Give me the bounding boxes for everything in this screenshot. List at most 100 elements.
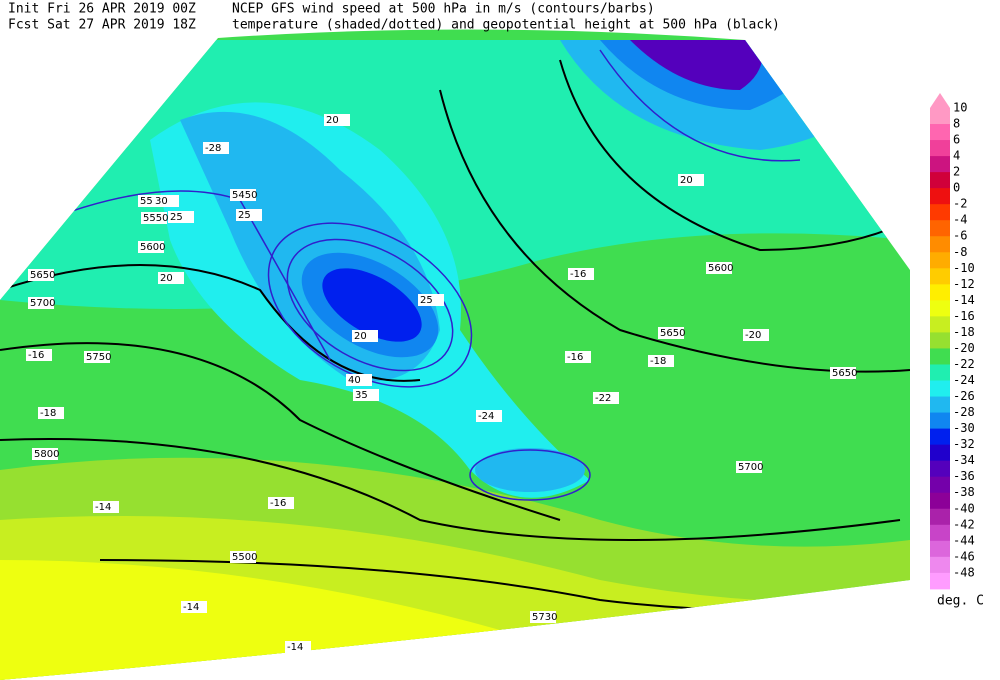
colorbar-label: -2 (953, 197, 967, 211)
map-label-bg (158, 272, 184, 284)
colorbar-swatch (930, 220, 950, 237)
colorbar-label: -26 (953, 389, 975, 403)
map-label: 25 (238, 210, 251, 221)
colorbar-swatch (930, 108, 950, 125)
map-label-bg (153, 195, 179, 207)
colorbar-label: 8 (953, 117, 960, 131)
colorbar-label: -8 (953, 245, 967, 259)
colorbar-swatch (930, 332, 950, 349)
map-label: -16 (270, 498, 286, 509)
map-label-bg (346, 374, 372, 386)
map-label: -18 (650, 356, 666, 367)
map-label: -16 (28, 350, 44, 361)
title: NCEP GFS wind speed at 500 hPa in m/s (c… (232, 2, 655, 17)
colorbar-swatch (930, 396, 950, 414)
map-label-bg (658, 327, 684, 339)
colorbar-label: 2 (953, 165, 960, 179)
map-label: -14 (95, 502, 111, 513)
colorbar-label: -12 (953, 277, 975, 291)
map-label: 5650 (832, 368, 857, 379)
colorbar-label: -14 (953, 293, 975, 307)
colorbar-swatch (930, 172, 950, 189)
map-label-bg (141, 212, 167, 224)
map-label: 30 (155, 196, 168, 207)
colorbar-label: -38 (953, 485, 975, 499)
map-label-bg (138, 241, 164, 253)
map-label: 20 (680, 175, 693, 186)
map-label-bg (32, 448, 58, 460)
colorbar-swatch (930, 156, 950, 173)
colorbar-swatch (930, 412, 950, 430)
map-label-bg (736, 461, 762, 473)
map-label: -14 (287, 642, 303, 653)
colorbar-swatch (930, 204, 950, 221)
colorbar-label: -42 (953, 517, 975, 531)
map-label: 35 (355, 390, 368, 401)
map-label: 20 (160, 273, 173, 284)
colorbar-label: -16 (953, 309, 975, 323)
colorbar-label: 10 (953, 101, 967, 115)
map-label: 5650 (30, 270, 55, 281)
subtitle: temperature (shaded/dotted) and geopoten… (232, 18, 780, 33)
map-label: 20 (326, 115, 339, 126)
forecast-time: Fcst Sat 27 APR 2019 18Z (8, 18, 196, 33)
map-label: -20 (745, 330, 761, 341)
map-label-bg (285, 641, 311, 653)
map-label-bg (38, 407, 64, 419)
colorbar-swatch (930, 364, 950, 382)
map-label-bg (28, 269, 54, 281)
colorbar-swatch (930, 524, 950, 542)
colorbar-swatch (930, 316, 950, 333)
map-label: 5700 (738, 462, 763, 473)
map-label-bg (352, 330, 378, 342)
colorbar-unit: deg. C (937, 594, 984, 609)
colorbar-label: -24 (953, 373, 975, 387)
map-label-bg (324, 114, 350, 126)
colorbar-label: -18 (953, 325, 975, 339)
colorbar-swatch (930, 348, 950, 365)
map-label-bg (678, 174, 704, 186)
colorbar-swatch (930, 492, 950, 510)
colorbar-label: 0 (953, 181, 960, 195)
map-label-bg (706, 262, 732, 274)
colorbar-label: -46 (953, 549, 975, 563)
map-label: 5450 (232, 190, 257, 201)
colorbar-swatch (930, 476, 950, 494)
map-label-bg (168, 211, 194, 223)
colorbar-swatch (930, 556, 950, 574)
map-label: 20 (354, 331, 367, 342)
colorbar-arrow (930, 93, 950, 108)
map-label: -16 (567, 352, 583, 363)
colorbar-swatch (930, 124, 950, 141)
map-label-bg (28, 297, 54, 309)
colorbar-label: -6 (953, 229, 967, 243)
colorbar-swatch (930, 572, 950, 590)
colorbar-label: -34 (953, 453, 975, 467)
map-label: 5500 (140, 196, 165, 207)
colorbar-label: -10 (953, 261, 975, 275)
colorbar-swatch (930, 268, 950, 285)
map-label-bg (93, 501, 119, 513)
map-label: 5600 (140, 242, 165, 253)
map-label-bg (181, 601, 207, 613)
map-label-bg (230, 189, 256, 201)
map-label: 5500 (232, 552, 257, 563)
map-label: 5550 (143, 213, 168, 224)
colorbar-swatch (930, 252, 950, 269)
map-label: -22 (595, 393, 611, 404)
map-label-bg (418, 294, 444, 306)
map-label: 5650 (660, 328, 685, 339)
map-label: 25 (420, 295, 433, 306)
colorbar-label: -28 (953, 405, 975, 419)
colorbar-swatch (930, 188, 950, 205)
colorbar-swatch (930, 444, 950, 462)
colorbar-label: -32 (953, 437, 975, 451)
map-label: 5600 (708, 263, 733, 274)
map-label: -14 (183, 602, 199, 613)
colorbar-swatch (930, 284, 950, 301)
colorbar-swatch (930, 460, 950, 478)
colorbar-label: -48 (953, 565, 975, 579)
colorbar-swatch (930, 140, 950, 157)
map-label-bg (743, 329, 769, 341)
